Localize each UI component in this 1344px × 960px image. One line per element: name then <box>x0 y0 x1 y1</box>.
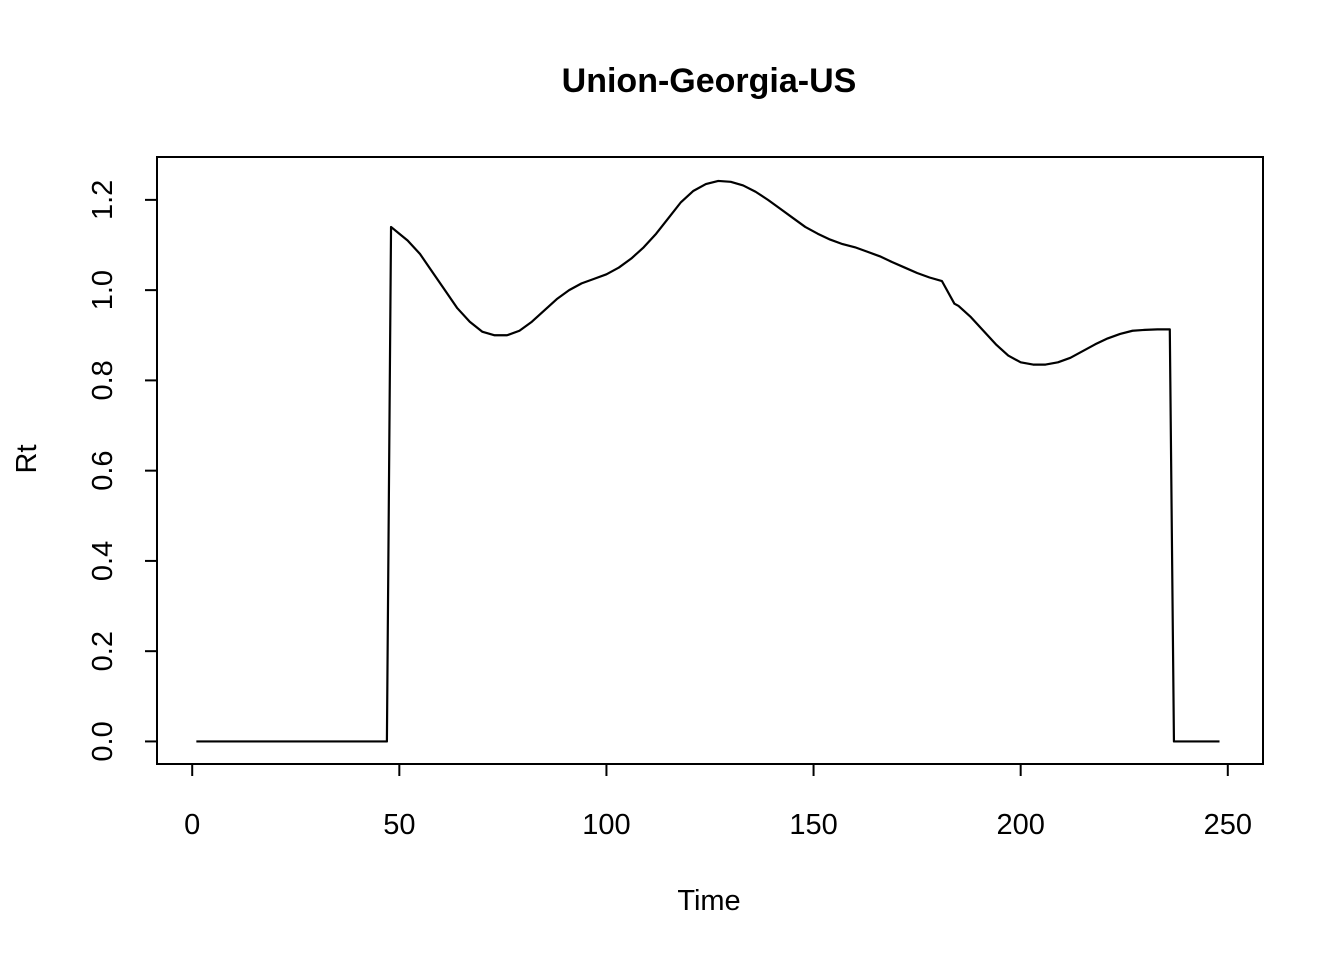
y-tick-label: 0.0 <box>87 721 119 761</box>
y-tick-label: 1.0 <box>87 270 119 310</box>
x-axis-label: Time <box>677 885 740 917</box>
x-tick-label: 150 <box>789 809 837 841</box>
y-tick-label: 0.8 <box>87 360 119 400</box>
x-tick-label: 50 <box>383 809 415 841</box>
y-tick-label: 0.6 <box>87 450 119 490</box>
x-tick-label: 250 <box>1204 809 1252 841</box>
x-tick-label: 200 <box>996 809 1044 841</box>
series-layer <box>196 179 1220 743</box>
plot-area-border <box>156 156 1264 765</box>
y-axis: 0.0 0.2 0.4 0.6 0.8 1.0 1.2 <box>87 180 158 762</box>
x-axis: 0 50 100 150 200 250 <box>184 763 1252 841</box>
x-tick-label: 100 <box>582 809 630 841</box>
chart-title: Union-Georgia-US <box>562 62 857 100</box>
y-axis-label: Rt <box>11 445 43 474</box>
y-tick-label: 1.2 <box>87 180 119 220</box>
x-tick-label: 0 <box>184 809 200 841</box>
series-line <box>196 179 1220 743</box>
y-tick-label: 0.2 <box>87 631 119 671</box>
y-tick-label: 0.4 <box>87 541 119 581</box>
